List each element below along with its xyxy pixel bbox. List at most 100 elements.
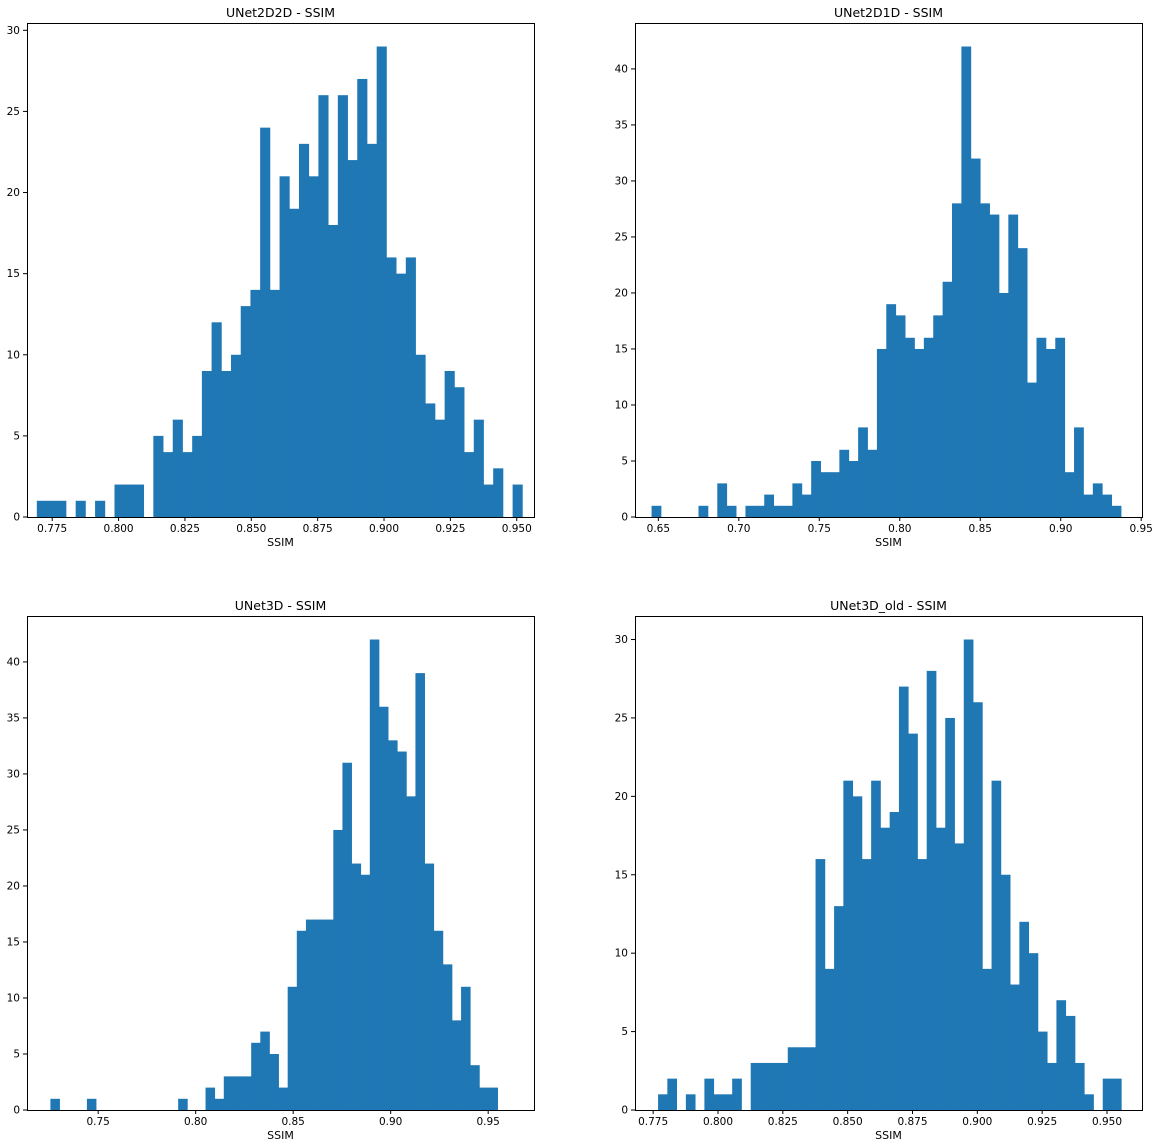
x-tick-label: 0.925 [435,523,465,535]
histogram-bar [905,337,915,517]
histogram-bar [182,452,193,517]
x-tick-label: 0.80 [184,1116,207,1128]
histogram-bar [961,46,972,518]
x-tick-label: 0.800 [104,523,134,535]
histogram-bar [1055,337,1066,517]
histogram-bar [488,1087,498,1110]
x-tick-label: 0.775 [638,1116,668,1128]
histogram-bar [406,796,416,1110]
x-tick-label: 0.925 [1027,1116,1057,1128]
histogram-bar [914,348,925,517]
histogram-bar [46,500,57,517]
histogram-bar [278,1087,289,1110]
histogram-bar [205,1087,216,1110]
histogram-bar [778,1062,789,1110]
histogram-bar [1092,483,1103,517]
y-tick-label: 5 [621,1026,628,1038]
histogram-bar [388,740,398,1110]
histogram-bar [651,505,662,517]
histogram-bar [351,863,362,1110]
x-tick-label: 0.85 [281,1116,304,1128]
histogram-bar [298,143,310,518]
histogram-bar [933,315,944,517]
y-tick-label: 20 [615,287,628,299]
histogram-bar [764,494,775,517]
histogram-bar [324,919,334,1110]
histogram-bar [444,370,455,517]
histogram-bar [1008,214,1019,518]
y-tick-label: 20 [7,187,20,199]
histogram-bar [124,484,135,517]
x-tick-label: 0.95 [476,1116,499,1128]
histogram-bar [811,460,821,517]
histogram-bar [889,812,900,1110]
histogram-bar [318,95,329,517]
histogram-bar [434,419,446,517]
histogram-bar [221,370,232,517]
y-tick-label: 0 [13,1105,20,1117]
x-tick-label: 0.800 [703,1116,733,1128]
histogram-bar [473,419,484,517]
histogram-bar [792,483,803,517]
y-tick-label: 30 [615,175,628,187]
histogram-bar [852,796,863,1110]
histogram-bars [50,639,498,1110]
y-tick-label: 0 [621,512,628,524]
histogram-bar [898,686,909,1110]
histogram-bar [858,427,868,517]
y-tick-label: 35 [7,712,20,724]
histogram-bar [722,1094,733,1110]
y-tick-label: 25 [7,824,20,836]
y-tick-label: 25 [615,231,628,243]
y-tick-label: 5 [621,455,628,467]
histogram-bar [470,1065,480,1110]
histogram-bar [232,1076,243,1110]
histogram-bar [698,505,709,517]
subplot-unet3d-old: UNet3D_old - SSIM SSIM 0.775 0.800 0.825 0.… [615,598,1143,1142]
x-axis-label: SSIM [875,1129,902,1142]
histogram-bar [1000,874,1011,1110]
x-axis-label: SSIM [267,1129,294,1142]
histogram-bar [1028,953,1039,1110]
axes-frame [635,23,1143,518]
subplot-unet3d: UNet3D - SSIM SSIM 0.75 0.80 0.85 0.90 0.95 0… [7,598,535,1142]
y-tick-label: 10 [615,399,628,411]
y-tick-label: 20 [7,880,20,892]
histogram-bar [726,505,737,517]
histogram-bar [396,273,407,517]
y-tick-label: 30 [7,25,20,37]
histogram-bar [963,639,974,1110]
histogram-bars [36,46,523,518]
x-tick-label: 0.95 [1129,523,1152,535]
histogram-bar [95,500,106,517]
histogram-bar [843,780,854,1110]
histogram-bar [223,1076,234,1110]
histogram-bar [347,160,358,517]
y-tick-label: 25 [7,106,20,118]
histogram-bar [1074,427,1084,517]
histogram-bar [415,354,426,517]
histogram-bar [86,1098,97,1110]
histogram-bar [1027,382,1037,517]
histogram-bar [1036,337,1047,517]
x-tick-label: 0.775 [37,523,67,535]
histogram-bar [269,289,280,517]
histogram-bar [908,733,918,1110]
histogram-bar [970,158,981,518]
histogram-bar [952,203,962,517]
histogram-bar [360,874,371,1110]
histogram-bar [425,403,436,517]
histogram-bar [405,257,416,517]
histogram-bar [815,859,826,1110]
histogram-bar [787,1047,798,1110]
histogram-bar [861,859,872,1110]
histogram-bar [153,435,164,517]
histogram-bar [880,827,891,1110]
histogram-bar [732,1078,742,1110]
histogram-bars [658,639,1122,1110]
x-tick-label: 0.90 [379,1116,402,1128]
y-tick-label: 30 [615,634,628,646]
histogram-bar [366,143,378,518]
histogram-bar [989,214,1000,518]
histogram-bar [242,1076,252,1110]
